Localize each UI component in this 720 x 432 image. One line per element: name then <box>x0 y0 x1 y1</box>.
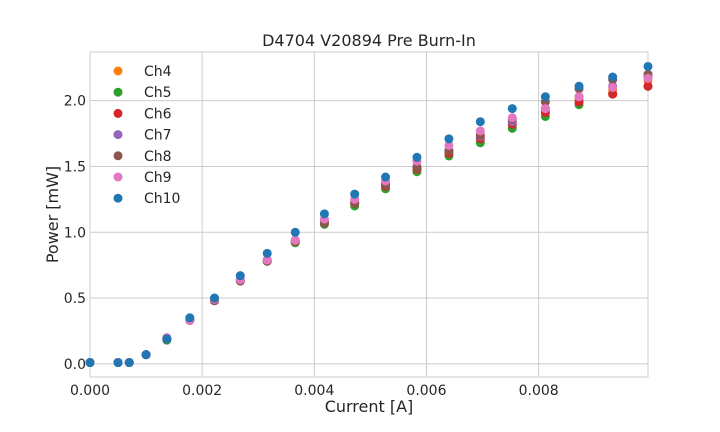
data-point <box>412 163 422 173</box>
data-point <box>209 293 219 303</box>
data-point <box>507 113 517 123</box>
data-point <box>444 134 454 144</box>
legend-marker <box>113 151 123 161</box>
data-point <box>290 227 300 237</box>
data-point <box>475 117 485 127</box>
data-point <box>574 81 584 91</box>
legend-marker <box>113 108 123 118</box>
x-tick-label: 0.002 <box>182 383 222 399</box>
data-point <box>124 358 134 368</box>
x-axis-label: Current [A] <box>325 397 414 416</box>
grid <box>89 52 648 377</box>
data-point <box>350 189 360 199</box>
y-tick-label: 1.0 <box>64 225 86 241</box>
y-tick-label: 2.0 <box>64 94 86 110</box>
y-tick-label: 0.5 <box>64 291 86 307</box>
legend-label: Ch6 <box>144 106 172 122</box>
legend-marker <box>113 130 123 140</box>
x-tick-label: 0.000 <box>70 383 110 399</box>
data-point <box>608 89 618 99</box>
legend-label: Ch7 <box>144 128 172 144</box>
data-point <box>444 140 454 150</box>
data-point <box>540 104 550 114</box>
data-point <box>608 72 618 82</box>
legend-label: Ch8 <box>144 149 172 165</box>
data-point <box>608 83 618 93</box>
legend: Ch4 Ch5 Ch6 Ch7 Ch8 Ch9 Ch10 <box>113 64 180 207</box>
series-ch10 <box>85 61 653 368</box>
legend-label: Ch4 <box>144 64 172 80</box>
chart-title: D4704 V20894 Pre Burn-In <box>262 31 476 50</box>
data-point <box>290 235 300 245</box>
data-point <box>319 209 329 219</box>
legend-marker <box>113 193 123 203</box>
data-point <box>540 92 550 102</box>
y-tick-label: 1.5 <box>64 159 86 175</box>
y-axis: 0.0 0.5 1.0 1.5 2.0 <box>64 94 86 373</box>
legend-marker <box>113 66 123 76</box>
x-tick-label: 0.006 <box>406 383 446 399</box>
legend-label: Ch10 <box>144 191 180 207</box>
data-point <box>113 358 123 368</box>
data-point <box>141 350 151 360</box>
data-point <box>507 104 517 114</box>
legend-label: Ch5 <box>144 85 172 101</box>
data-point <box>381 172 391 182</box>
x-tick-label: 0.004 <box>294 383 334 399</box>
data-point <box>85 358 95 368</box>
data-points <box>85 61 653 368</box>
data-point <box>643 73 653 83</box>
y-tick-label: 0.0 <box>64 357 86 373</box>
data-point <box>475 126 485 136</box>
data-point <box>643 61 653 71</box>
data-point <box>262 248 272 258</box>
y-axis-label: Power [mW] <box>43 166 62 263</box>
data-point <box>185 313 195 323</box>
data-point <box>262 255 272 265</box>
data-point <box>412 152 422 162</box>
legend-label: Ch9 <box>144 170 172 186</box>
legend-marker <box>113 172 123 182</box>
x-axis: 0.000 0.002 0.004 0.006 0.008 <box>70 383 559 399</box>
data-point <box>643 81 653 91</box>
data-point <box>162 334 172 344</box>
data-point <box>235 271 245 281</box>
data-point <box>574 92 584 102</box>
legend-marker <box>113 87 123 97</box>
plot-area-frame <box>89 51 649 378</box>
x-tick-label: 0.008 <box>519 383 559 399</box>
